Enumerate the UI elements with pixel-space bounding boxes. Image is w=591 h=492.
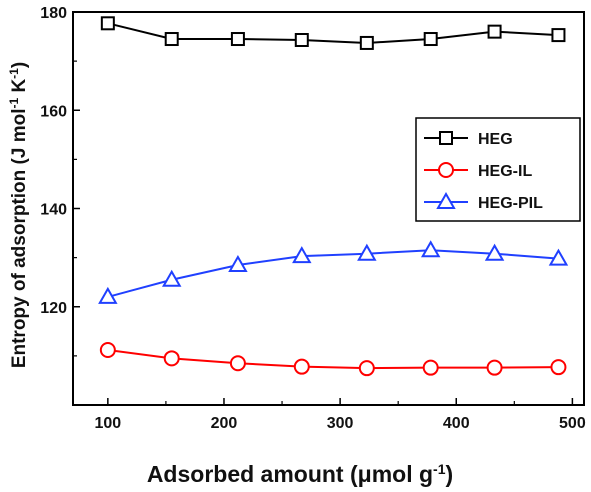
- legend-item-heg: HEG: [424, 131, 513, 148]
- y-tick-label: 120: [40, 300, 67, 317]
- series-heg-il: [99, 341, 567, 377]
- x-tick-label: 500: [559, 415, 586, 432]
- x-axis-title: Adsorbed amount (μmol g-1): [147, 461, 453, 487]
- legend-label-heg-il: HEG-IL: [478, 163, 532, 180]
- data-point-heg: [551, 28, 566, 43]
- series-line-heg-pil: [107, 249, 559, 298]
- legend: HEG HEG-IL HEG-PIL: [415, 117, 581, 222]
- data-point-heg-il: [550, 359, 567, 376]
- data-point-heg-pil: [548, 248, 569, 266]
- axis-ticks: 100 200 300 400 500 120 140 160 180: [40, 5, 586, 432]
- data-point-heg: [230, 32, 245, 47]
- y-tick-label: 140: [40, 202, 67, 219]
- legend-marker-heg: [439, 131, 453, 145]
- data-point-heg: [100, 16, 115, 31]
- legend-item-heg-il: HEG-IL: [424, 162, 532, 180]
- data-point-heg-pil: [292, 246, 312, 264]
- data-point-heg-il: [358, 360, 375, 377]
- data-point-heg-pil: [484, 243, 505, 261]
- data-point-heg-il: [293, 358, 310, 375]
- data-point-heg: [487, 24, 502, 39]
- data-point-heg-pil: [228, 254, 248, 272]
- y-tick-label: 180: [40, 5, 67, 22]
- data-point-heg-pil: [357, 243, 377, 261]
- y-tick-label: 160: [40, 103, 67, 120]
- data-point-heg-pil: [98, 286, 118, 304]
- data-point-heg: [294, 33, 309, 48]
- y-axis-title: Entropy of adsorption (J mol-1 K-1): [7, 62, 30, 368]
- legend-item-heg-pil: HEG-PIL: [424, 191, 543, 212]
- legend-marker-heg-il: [438, 162, 454, 178]
- data-point-heg-pil: [161, 269, 182, 287]
- series-line-heg-il: [107, 348, 559, 370]
- legend-items: HEG HEG-IL HEG-PIL: [424, 131, 543, 212]
- data-point-heg-pil: [420, 240, 441, 258]
- legend-label-heg: HEG: [478, 131, 513, 148]
- data-point-heg: [164, 32, 179, 47]
- data-point-heg: [359, 35, 374, 50]
- series-heg-pil: [98, 240, 569, 304]
- legend-marker-heg-pil: [436, 191, 456, 209]
- data-point-heg-il: [229, 355, 246, 372]
- data-point-heg-il: [99, 341, 116, 358]
- data-point-heg: [423, 32, 438, 47]
- legend-label-heg-pil: HEG-PIL: [478, 195, 543, 212]
- series-line-heg: [107, 22, 559, 44]
- x-tick-label: 300: [327, 415, 354, 432]
- data-point-heg-il: [486, 359, 503, 376]
- x-tick-label: 100: [94, 415, 121, 432]
- x-tick-label: 200: [211, 415, 238, 432]
- x-tick-label: 400: [443, 415, 470, 432]
- data-point-heg-il: [422, 359, 439, 376]
- series-layer: [98, 16, 569, 377]
- data-point-heg-il: [163, 350, 180, 367]
- series-heg: [100, 16, 566, 50]
